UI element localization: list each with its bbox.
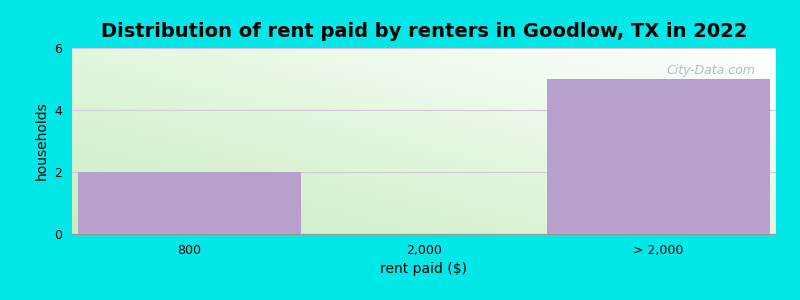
Bar: [547, 79, 770, 234]
Title: Distribution of rent paid by renters in Goodlow, TX in 2022: Distribution of rent paid by renters in …: [101, 22, 747, 41]
Text: City-Data.com: City-Data.com: [666, 64, 755, 77]
Y-axis label: households: households: [34, 102, 49, 180]
X-axis label: rent paid ($): rent paid ($): [381, 262, 467, 276]
Bar: [78, 172, 301, 234]
